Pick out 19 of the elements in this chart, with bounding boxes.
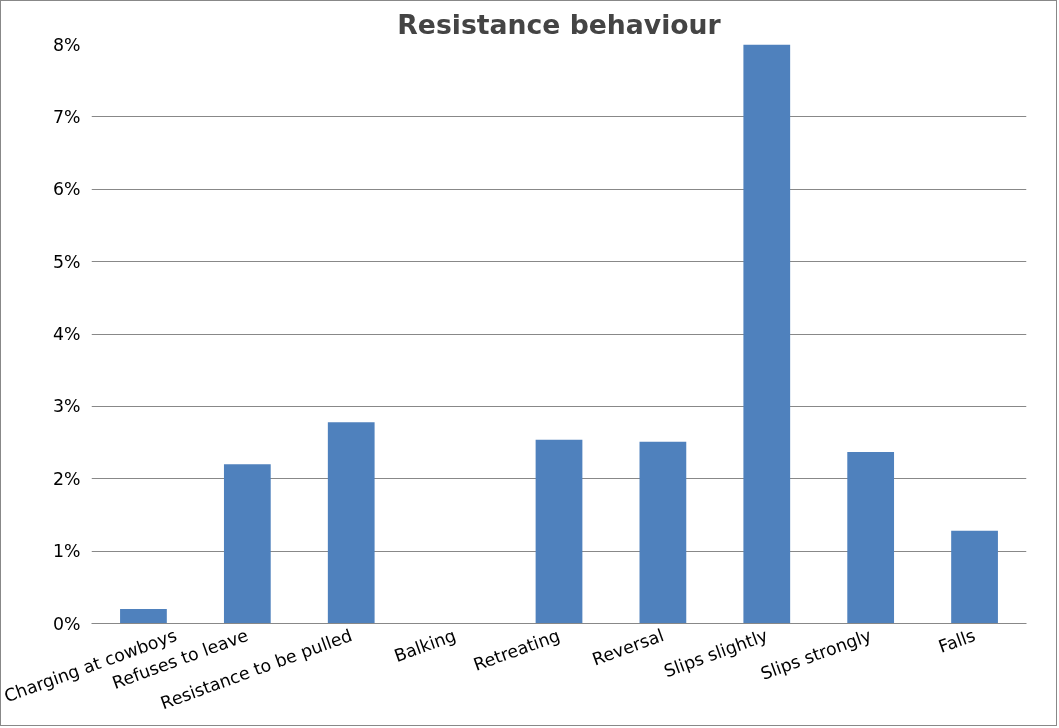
bar [120,609,167,624]
y-tick-label: 5% [53,251,81,272]
y-tick-label: 1% [53,541,81,562]
y-tick-label: 4% [53,324,81,344]
y-tick-label: 0% [53,613,81,634]
bar [327,422,375,624]
bar [223,464,271,624]
bar [951,530,998,624]
bar [847,451,895,624]
bar [743,44,791,624]
y-tick-label: 6% [53,179,81,200]
y-tick-label: 8% [53,34,81,55]
y-tick-label: 2% [53,468,81,489]
bar [639,441,687,624]
x-tick-label: Falls [935,625,978,657]
bar [535,439,583,624]
y-tick-label: 7% [53,106,81,127]
chart-title: Resistance behaviour [397,8,722,40]
y-tick-label: 3% [53,396,81,417]
